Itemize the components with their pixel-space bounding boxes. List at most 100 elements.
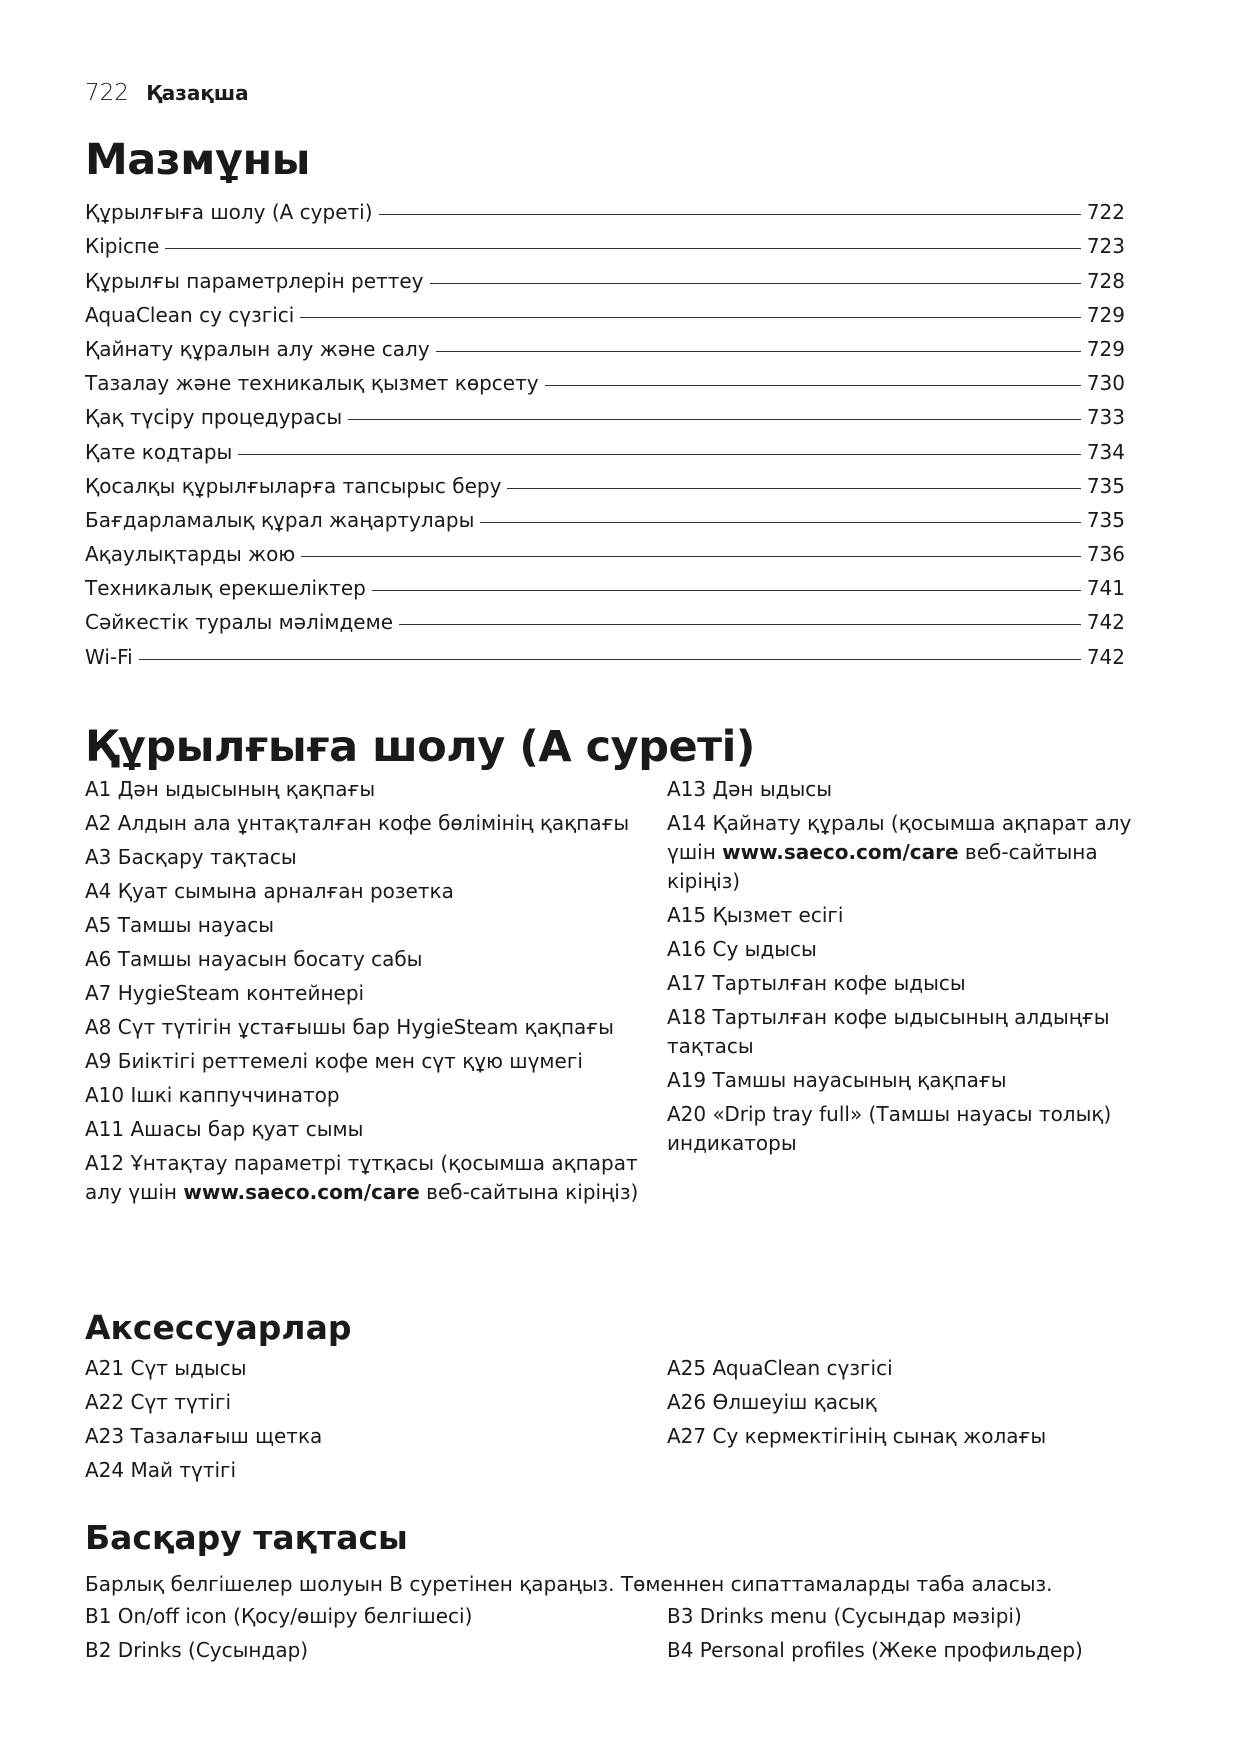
list-item: A25 AquaClean сүзгісі	[667, 1354, 1137, 1383]
website-link[interactable]: www.saeco.com/care	[183, 1180, 420, 1204]
overview-left-column: A1 Дән ыдысының қақпағы A2 Алдын ала ұнта…	[85, 775, 667, 1212]
toc-leader-line	[429, 282, 1081, 284]
item-text: A3 Басқару тақтасы	[85, 845, 297, 869]
toc-leader-line	[544, 385, 1081, 387]
list-item: A27 Су кермектігінің сынақ жолағы	[667, 1422, 1137, 1451]
list-item: A5 Тамшы науасы	[85, 911, 667, 940]
toc-entry[interactable]: Кіріспе 723	[85, 224, 1125, 258]
overview-right-column: A13 Дән ыдысы A14 Қайнату құралы (қосымша…	[667, 775, 1137, 1212]
toc-entry[interactable]: Ақаулықтарды жою 736	[85, 532, 1125, 566]
item-text: B1 On/off icon (Қосу/өшіру белгішесі)	[85, 1604, 473, 1628]
item-text: A5 Тамшы науасы	[85, 913, 274, 937]
item-text: A8 Сүт түтігін ұстағышы бар HygieSteam қ…	[85, 1015, 614, 1039]
list-item: A10 Ішкі каппуччинатор	[85, 1081, 667, 1110]
toc-entry-title: AquaClean су сүзгісі	[85, 302, 295, 327]
page-number: 722	[85, 80, 129, 106]
list-item: A3 Басқару тақтасы	[85, 843, 667, 872]
item-text-after: веб-сайтына кіріңіз)	[667, 840, 1098, 893]
toc-entry[interactable]: Wi-Fi 742	[85, 634, 1125, 669]
list-item: A20 «Drip tray full» (Тамшы науасы толық…	[667, 1100, 1137, 1158]
item-text: A16 Су ыдысы	[667, 937, 817, 961]
item-text: A20 «Drip tray full» (Тамшы науасы толық…	[667, 1102, 1112, 1155]
item-text: A24 Май түтігі	[85, 1458, 237, 1482]
item-text: A14 Қайнату құралы (қосымша ақпарат алу …	[667, 811, 1132, 864]
toc-entry-page: 734	[1086, 439, 1125, 464]
item-text: A11 Ашасы бар қуат сымы	[85, 1117, 364, 1141]
toc-leader-line	[165, 248, 1081, 250]
item-text: A26 Өлшеуіш қасық	[667, 1390, 877, 1414]
toc-entry-title: Кіріспе	[85, 234, 160, 259]
toc-entry[interactable]: Тазалау және техникалық қызмет көрсету 73…	[85, 361, 1125, 395]
toc-entry[interactable]: Сәйкестік туралы мәлімдеме 742	[85, 600, 1125, 634]
website-link[interactable]: www.saeco.com/care	[722, 840, 959, 864]
toc-leader-line	[435, 350, 1081, 352]
toc-leader-line	[371, 590, 1081, 592]
control-panel-list: B1 On/off icon (Қосу/өшіру белгішесі) B2 …	[85, 1602, 1145, 1670]
list-item: A15 Қызмет есігі	[667, 901, 1137, 930]
item-text: B3 Drinks menu (Сусындар мәзірі)	[667, 1604, 1022, 1628]
overview-title: Құрылғыға шолу (А суреті)	[85, 722, 755, 772]
toc-entry-title: Сәйкестік туралы мәлімдеме	[85, 610, 394, 635]
toc-leader-line	[480, 521, 1081, 523]
item-text: A27 Су кермектігінің сынақ жолағы	[667, 1424, 1047, 1448]
toc-entry-title: Қайнату құралын алу және салу	[85, 336, 430, 361]
toc-entry-page: 723	[1086, 234, 1125, 259]
toc-entry-page: 728	[1086, 268, 1125, 293]
toc-entry-page: 742	[1086, 610, 1125, 635]
toc-entry[interactable]: Қақ түсіру процедурасы 733	[85, 395, 1125, 429]
control-panel-title: Басқару тақтасы	[85, 1518, 408, 1557]
item-text: A17 Тартылған кофе ыдысы	[667, 971, 966, 995]
list-item: B1 On/off icon (Қосу/өшіру белгішесі)	[85, 1602, 667, 1631]
table-of-contents: Құрылғыға шолу (А суреті) 722 Кіріспе 723 Құ…	[85, 190, 1125, 669]
list-item: A11 Ашасы бар қуат сымы	[85, 1115, 667, 1144]
accessories-left-column: A21 Сүт ыдысы A22 Сүт түтігі A23 Тазалағыш…	[85, 1354, 667, 1490]
list-item: A7 HygieSteam контейнері	[85, 979, 667, 1008]
toc-entry[interactable]: Қате кодтары 734	[85, 429, 1125, 464]
toc-entry[interactable]: Құрылғыға шолу (А суреті) 722	[85, 190, 1125, 224]
toc-entry-title: Қате кодтары	[85, 439, 233, 464]
accessories-right-column: A25 AquaClean сүзгісі A26 Өлшеуіш қасық A2…	[667, 1354, 1137, 1490]
item-text: A4 Қуат сымына арналған розетка	[85, 879, 454, 903]
toc-entry[interactable]: Құрылғы параметрлерін реттеу 728	[85, 258, 1125, 293]
toc-leader-line	[348, 419, 1081, 421]
list-item: A19 Тамшы науасының қақпағы	[667, 1066, 1137, 1095]
toc-leader-line	[138, 658, 1081, 660]
toc-title: Мазмұны	[85, 135, 311, 185]
list-item: A22 Сүт түтігі	[85, 1388, 667, 1417]
accessories-list: A21 Сүт ыдысы A22 Сүт түтігі A23 Тазалағыш…	[85, 1354, 1145, 1490]
list-item: A8 Сүт түтігін ұстағышы бар HygieSteam қ…	[85, 1013, 667, 1042]
list-item: A18 Тартылған кофе ыдысының алдыңғы тақт…	[667, 1003, 1137, 1061]
item-text: B2 Drinks (Сусындар)	[85, 1638, 309, 1662]
item-text: A7 HygieSteam контейнері	[85, 981, 365, 1005]
toc-entry-page: 729	[1086, 302, 1125, 327]
list-item: A9 Биіктігі реттемелі кофе мен сүт құю ш…	[85, 1047, 667, 1076]
item-text: A10 Ішкі каппуччинатор	[85, 1083, 340, 1107]
item-text: A25 AquaClean сүзгісі	[667, 1356, 893, 1380]
item-text: A6 Тамшы науасын босату сабы	[85, 947, 423, 971]
control-panel-intro: Барлық белгішелер шолуын В суретінен қар…	[85, 1572, 1053, 1596]
toc-entry-page: 742	[1086, 644, 1125, 669]
toc-entry-page: 730	[1086, 371, 1125, 396]
toc-entry-title: Ақаулықтарды жою	[85, 542, 296, 567]
toc-leader-line	[378, 214, 1081, 216]
list-item: A24 Май түтігі	[85, 1456, 667, 1485]
toc-entry[interactable]: Қайнату құралын алу және салу 729	[85, 327, 1125, 361]
control-panel-right-column: B3 Drinks menu (Сусындар мәзірі) B4 Perso…	[667, 1602, 1137, 1670]
overview-list: A1 Дән ыдысының қақпағы A2 Алдын ала ұнта…	[85, 775, 1145, 1212]
toc-entry-title: Қақ түсіру процедурасы	[85, 405, 343, 430]
toc-entry-page: 733	[1086, 405, 1125, 430]
item-text: A12 Ұнтақтау параметрі тұтқасы (қосымша …	[85, 1151, 638, 1204]
toc-entry[interactable]: Бағдарламалық құрал жаңартулары 735	[85, 498, 1125, 532]
list-item: A14 Қайнату құралы (қосымша ақпарат алу …	[667, 809, 1137, 896]
list-item: A16 Су ыдысы	[667, 935, 1137, 964]
item-text: A19 Тамшы науасының қақпағы	[667, 1068, 1007, 1092]
toc-entry-title: Бағдарламалық құрал жаңартулары	[85, 507, 475, 532]
toc-entry-title: Wi-Fi	[85, 644, 133, 669]
toc-entry[interactable]: AquaClean су сүзгісі 729	[85, 293, 1125, 327]
toc-entry[interactable]: Техникалық ерекшеліктер 741	[85, 566, 1125, 600]
list-item: A12 Ұнтақтау параметрі тұтқасы (қосымша …	[85, 1149, 667, 1207]
item-text: A18 Тартылған кофе ыдысының алдыңғы тақт…	[667, 1005, 1110, 1058]
item-text: A13 Дән ыдысы	[667, 777, 833, 801]
toc-leader-line	[399, 624, 1081, 626]
toc-entry[interactable]: Қосалқы құрылғыларға тапсырыс беру 735	[85, 464, 1125, 498]
